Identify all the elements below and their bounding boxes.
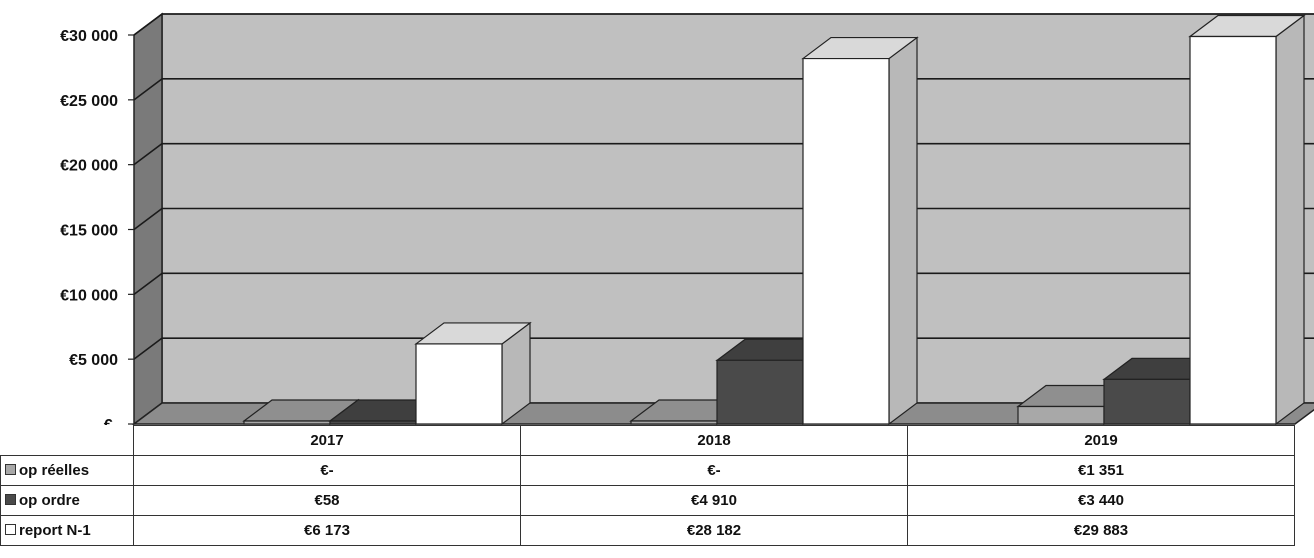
gridline-side	[133, 272, 163, 295]
gridline-side	[133, 143, 163, 166]
bar-front	[243, 420, 331, 425]
gridline-side	[133, 78, 163, 101]
y-tick-label: €5 000	[69, 352, 118, 369]
bar-report-n-1-2019	[1188, 14, 1306, 425]
data-label-op-reelles-2019: €1 351	[907, 455, 1295, 486]
data-label-report-n-1-2019: €29 883	[907, 515, 1295, 546]
bar-front	[329, 420, 417, 425]
table-row-op-ordre: op ordre €58 €4 910 €3 440	[0, 485, 1295, 516]
table-corner	[1, 426, 134, 456]
bar-front	[1017, 405, 1105, 425]
legend-swatch-report-n-1	[5, 524, 16, 535]
legend-label-op-reelles: op réelles	[19, 462, 90, 479]
legend-label-report-n-1: report N-1	[19, 522, 91, 539]
bar-front	[630, 420, 718, 425]
table-row-op-reelles: op réelles €- €- €1 351	[0, 455, 1295, 486]
y-tick-label: €20 000	[60, 158, 118, 175]
chart-plot: €- €5 000 €10 000 €15 000 €20 000 €25 000 €30 …	[60, 12, 1314, 425]
bar-side	[1275, 14, 1305, 425]
legend-op-ordre: op ordre	[0, 485, 134, 516]
category-label-2017: 2017	[133, 425, 521, 456]
legend-label-op-ordre: op ordre	[19, 492, 80, 509]
category-label-2019: 2019	[907, 425, 1295, 456]
bar-front	[415, 343, 503, 425]
bar-side	[888, 36, 918, 425]
y-tick-label: €30 000	[60, 28, 118, 45]
bar-report-n-1-2017	[414, 321, 532, 425]
data-label-op-reelles-2017: €-	[133, 455, 521, 486]
legend-op-reelles: op réelles	[0, 455, 134, 486]
category-label-2018: 2018	[520, 425, 908, 456]
data-label-report-n-1-2018: €28 182	[520, 515, 908, 546]
bar-front	[1103, 378, 1191, 425]
bar-front	[1189, 35, 1277, 425]
y-tick-label: €-	[104, 417, 118, 425]
bar-report-n-1-2018	[801, 36, 919, 425]
legend-swatch-op-ordre	[5, 494, 16, 505]
y-tick-label: €10 000	[60, 287, 118, 304]
y-tick-label: €25 000	[60, 93, 118, 110]
bar-front	[716, 359, 804, 425]
data-label-op-ordre-2017: €58	[133, 485, 521, 516]
data-label-op-reelles-2018: €-	[520, 455, 908, 486]
legend-swatch-op-reelles	[5, 464, 16, 475]
y-tick-label: €15 000	[60, 223, 118, 240]
data-table: 2017 2018 2019 op réelles €- €- €1 351 o…	[0, 425, 1295, 546]
data-label-report-n-1-2017: €6 173	[133, 515, 521, 546]
gridline-side	[133, 207, 163, 231]
legend-report-n-1: report N-1	[0, 515, 134, 546]
table-header-row: 2017 2018 2019	[1, 425, 1295, 456]
data-label-op-ordre-2018: €4 910	[520, 485, 908, 516]
bar-front	[802, 57, 890, 425]
table-row-report-n-1: report N-1 €6 173 €28 182 €29 883	[0, 515, 1295, 546]
gridline-side	[133, 337, 163, 360]
gridline-side	[133, 13, 163, 36]
data-label-op-ordre-2019: €3 440	[907, 485, 1295, 516]
